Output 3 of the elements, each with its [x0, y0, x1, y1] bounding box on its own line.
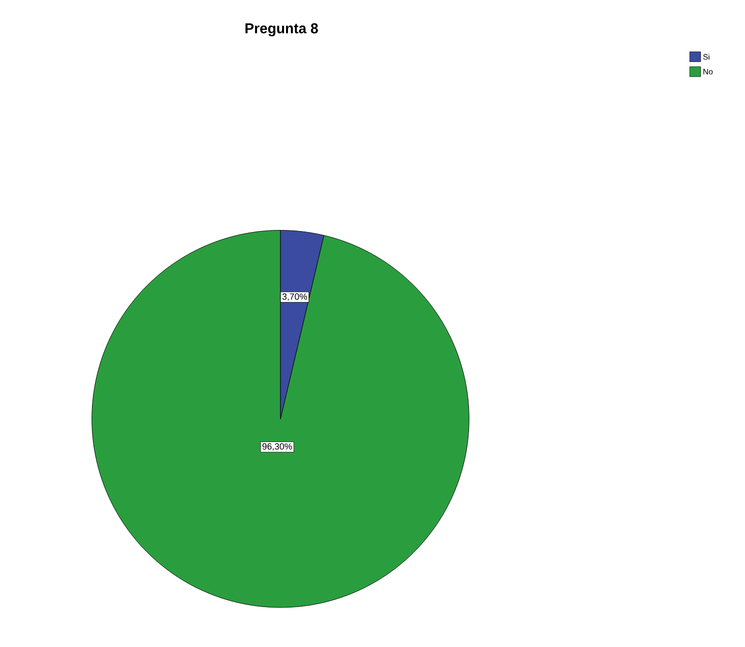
data-label: 96,30%	[262, 443, 292, 451]
chart-title: Pregunta 8	[245, 23, 318, 36]
data-label: 3,70%	[282, 293, 308, 301]
